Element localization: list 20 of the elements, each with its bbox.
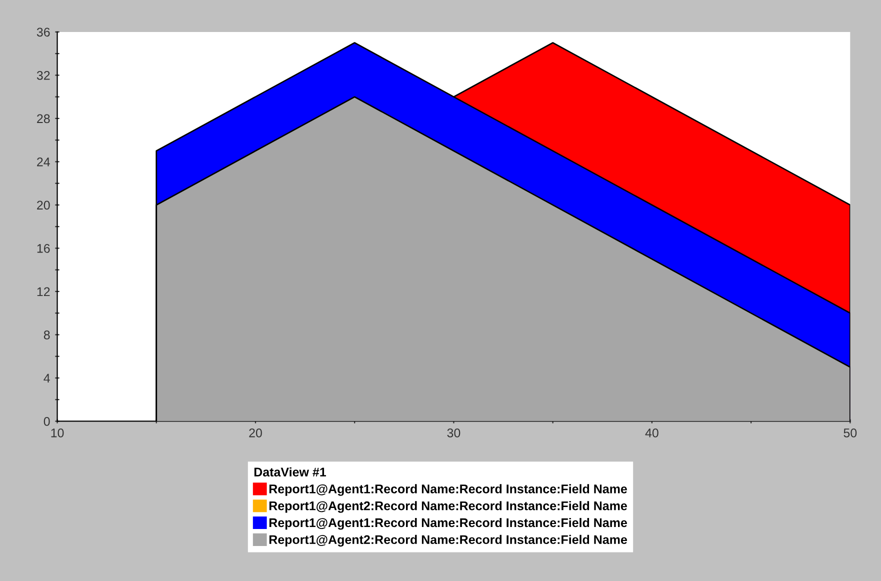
x-tick-label: 40 [645, 428, 658, 438]
y-tick-label: 36 [36, 28, 50, 37]
y-tick-label: 12 [37, 287, 50, 296]
legend-label: Report1@Agent1:Record Name:Record Instance:Field Name [269, 484, 627, 496]
y-tick-label: 0 [44, 417, 50, 426]
y-tick-label: 8 [44, 330, 50, 340]
y-tick-label: 4 [44, 374, 50, 382]
x-tick-label: 50 [844, 428, 857, 438]
legend-title: DataView #1 [254, 467, 326, 477]
x-tick-label: 30 [447, 428, 460, 438]
x-tick-label: 10 [51, 428, 64, 438]
legend-label: Report1@Agent2:Record Name:Record Instance:Field Name [269, 534, 627, 547]
y-tick-label: 32 [36, 71, 50, 80]
y-tick-label: 20 [37, 200, 50, 210]
y-tick-label: 24 [37, 158, 50, 166]
y-tick-label: 28 [37, 114, 50, 124]
x-tick-label: 20 [249, 428, 262, 438]
legend-label: Report1@Agent1:Record Name:Record Instance:Field Name [269, 518, 627, 530]
y-tick-label: 16 [37, 244, 50, 253]
legend-label: Report1@Agent2:Record Name:Record Instance:Field Name [269, 501, 627, 513]
